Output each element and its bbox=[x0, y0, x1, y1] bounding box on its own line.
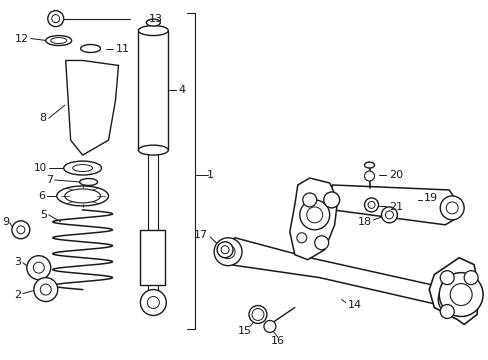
Text: 15: 15 bbox=[238, 327, 251, 336]
Circle shape bbox=[264, 320, 275, 332]
Ellipse shape bbox=[138, 145, 168, 155]
Text: 21: 21 bbox=[388, 202, 403, 212]
Circle shape bbox=[40, 284, 51, 295]
Text: 1: 1 bbox=[206, 170, 213, 180]
Ellipse shape bbox=[146, 19, 160, 26]
Ellipse shape bbox=[80, 179, 98, 185]
Circle shape bbox=[364, 171, 374, 181]
Circle shape bbox=[439, 305, 453, 319]
Text: 3: 3 bbox=[14, 257, 21, 267]
Ellipse shape bbox=[57, 186, 108, 206]
Ellipse shape bbox=[364, 162, 374, 168]
Text: 6: 6 bbox=[38, 191, 45, 201]
Circle shape bbox=[33, 262, 44, 273]
Text: 16: 16 bbox=[270, 336, 285, 346]
Circle shape bbox=[463, 271, 477, 285]
Circle shape bbox=[34, 278, 58, 302]
Circle shape bbox=[446, 202, 457, 214]
Ellipse shape bbox=[51, 37, 66, 44]
Text: 5: 5 bbox=[40, 210, 47, 220]
Text: 20: 20 bbox=[388, 170, 403, 180]
Polygon shape bbox=[65, 60, 118, 155]
Bar bbox=[140, 230, 165, 285]
Circle shape bbox=[251, 309, 264, 320]
Circle shape bbox=[221, 245, 235, 259]
Circle shape bbox=[439, 271, 453, 285]
Ellipse shape bbox=[138, 26, 168, 36]
Circle shape bbox=[306, 207, 322, 223]
Bar bbox=[138, 31, 168, 150]
Circle shape bbox=[439, 196, 463, 220]
Circle shape bbox=[48, 11, 63, 27]
Circle shape bbox=[147, 297, 159, 309]
Ellipse shape bbox=[248, 306, 266, 323]
Circle shape bbox=[446, 292, 461, 307]
Circle shape bbox=[221, 246, 228, 254]
Circle shape bbox=[385, 211, 393, 219]
Circle shape bbox=[214, 238, 242, 266]
Circle shape bbox=[217, 242, 233, 258]
Ellipse shape bbox=[46, 36, 72, 45]
Ellipse shape bbox=[63, 161, 102, 175]
Text: 14: 14 bbox=[347, 300, 361, 310]
Text: 7: 7 bbox=[45, 175, 53, 185]
Polygon shape bbox=[428, 258, 478, 324]
Circle shape bbox=[449, 284, 471, 306]
Ellipse shape bbox=[64, 189, 101, 203]
Text: 8: 8 bbox=[40, 113, 47, 123]
Text: 12: 12 bbox=[15, 33, 29, 44]
Circle shape bbox=[302, 193, 316, 207]
Text: 2: 2 bbox=[14, 289, 21, 300]
Circle shape bbox=[381, 207, 397, 223]
Text: 19: 19 bbox=[424, 193, 438, 203]
Polygon shape bbox=[289, 178, 337, 260]
Text: 11: 11 bbox=[115, 44, 129, 54]
Text: 4: 4 bbox=[178, 85, 185, 95]
Circle shape bbox=[27, 256, 51, 280]
Circle shape bbox=[367, 201, 374, 208]
Text: 9: 9 bbox=[2, 217, 9, 227]
Circle shape bbox=[299, 200, 329, 230]
Circle shape bbox=[437, 284, 469, 315]
Text: 18: 18 bbox=[357, 217, 371, 227]
Circle shape bbox=[17, 226, 25, 234]
Ellipse shape bbox=[73, 165, 92, 171]
Circle shape bbox=[364, 198, 378, 212]
Circle shape bbox=[140, 289, 166, 315]
Circle shape bbox=[314, 236, 328, 250]
Text: 17: 17 bbox=[194, 230, 208, 240]
Text: 10: 10 bbox=[34, 163, 47, 173]
Polygon shape bbox=[327, 185, 458, 225]
Circle shape bbox=[323, 192, 339, 208]
Circle shape bbox=[438, 273, 482, 316]
Polygon shape bbox=[222, 238, 463, 310]
Ellipse shape bbox=[81, 45, 101, 53]
Circle shape bbox=[12, 221, 30, 239]
Text: 13: 13 bbox=[148, 14, 162, 24]
Circle shape bbox=[52, 15, 60, 23]
Circle shape bbox=[296, 233, 306, 243]
